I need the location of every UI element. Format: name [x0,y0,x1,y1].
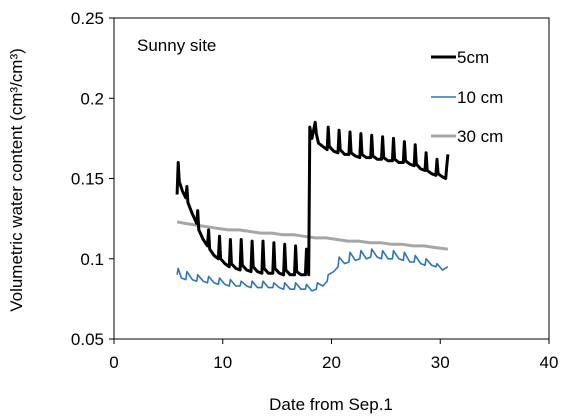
x-tick-label: 40 [540,353,559,372]
series-layer [175,120,450,292]
y-tick-label: 0.05 [71,330,104,349]
x-tick-label: 20 [322,353,341,372]
y-tick-label: 0.2 [80,89,104,108]
x-tick-label: 10 [213,353,232,372]
series-line-10cm [176,248,449,292]
y-tick-label: 0.15 [71,170,104,189]
x-axis-ticks: 0 10 20 30 40 [109,339,558,372]
legend-label: 10 cm [457,88,503,107]
y-tick-label: 0.1 [80,250,104,269]
legend-label: 5cm [457,48,489,67]
legend: 5cm 10 cm 30 cm [431,48,503,146]
x-tick-label: 0 [109,353,118,372]
y-tick-label: 0.25 [71,9,104,28]
series-line-5cm [175,120,450,277]
y-axis-ticks: 0.05 0.1 0.15 0.2 0.25 [71,9,114,349]
legend-label: 30 cm [457,127,503,146]
annotation-label: Sunny site [137,36,216,55]
x-tick-label: 30 [431,353,450,372]
y-axis-title: Volumetric water content (cm³/cm³) [7,48,26,312]
x-axis-title: Date from Sep.1 [269,395,393,414]
